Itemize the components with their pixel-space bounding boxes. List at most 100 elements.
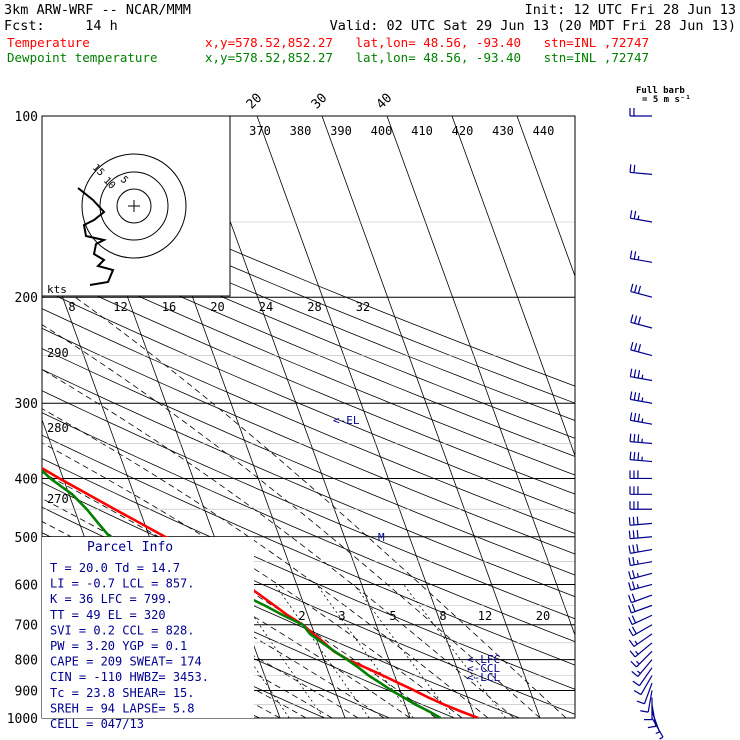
wind-barb-flag [633,413,637,422]
mixing-ratio-line [274,584,370,718]
parcel-info-row: SVI = 0.2 CCL = 828. [50,623,195,637]
wind-barb-flag [628,628,634,637]
wind-barb-flag [628,557,631,566]
wind-barb-flag [632,544,635,553]
parcel-info-row: K = 36 LFC = 799. [50,592,173,606]
pressure-label: 1000 [7,712,38,727]
wind-barb [629,501,652,510]
wind-barb-halfflag [636,584,639,589]
pressure-label: 800 [15,654,38,669]
wind-barb-flag [637,285,642,294]
wind-barb-shaft [637,659,653,677]
hodograph-ring [81,153,187,259]
wind-barb-shaft [630,459,653,463]
wind-barb-shaft [651,711,661,733]
pressure-label: 100 [15,110,38,125]
wind-barb-flag [631,626,637,635]
theta-label: 420 [452,124,474,138]
isotherm [386,116,575,637]
wind-barb-flag [647,725,656,729]
wind-barb [629,470,652,480]
wind-barb [630,314,653,329]
parcel-info-row: T = 20.0 Td = 14.7 [50,561,180,575]
hodograph-speed-label: 12 [113,300,127,314]
wind-barb-flag [631,593,636,602]
temperature-tick-label: 40 [374,91,396,113]
wind-barb-flag [632,556,635,565]
hodograph-speed-label: 16 [162,300,176,314]
theta-label: 370 [249,124,271,138]
parcel-info-row: CELL = 047/13 [50,717,144,731]
moist-adiabat [42,472,437,718]
theta-e-label: 290 [47,346,69,360]
wind-barb [651,711,661,734]
forecast-hour: Fcst: 14 h [4,18,118,34]
wind-barb-shaft [630,376,653,382]
wind-barb-shaft [634,642,653,658]
wind-barb-flag [629,250,633,259]
parcel-info-row: TT = 49 EL = 320 [50,608,166,622]
theta-label: 390 [330,124,352,138]
wind-barb-flag [637,370,641,379]
pressure-label: 900 [15,684,38,699]
wind-barb [629,642,653,658]
wind-barb [629,250,653,263]
wind-barb-halfflag [655,731,660,734]
hodograph-speed-label: 8 [68,300,75,314]
wind-barb [628,581,653,591]
barb-legend-line2: = 5 m s⁻¹ [642,95,691,105]
wind-barb-flag [629,164,632,173]
theta-label: 430 [492,124,514,138]
wind-barb-flag [631,603,636,612]
isotherm [451,116,575,457]
wind-barb-flag [632,530,635,539]
el-marker: <-EL [333,414,360,427]
wind-barb-flag [629,650,636,658]
wind-barb [628,556,653,567]
wind-barb [629,210,653,223]
wind-barb [629,486,652,495]
wind-barb [628,543,653,554]
wind-barb-shaft [633,633,653,648]
wind-barb-shaft [631,614,653,626]
wind-barb-flag [637,413,641,422]
wind-barb-flag [636,516,639,525]
wind-barb-halfflag [637,255,640,260]
wind-barb [633,675,653,696]
wind-barb-flag [633,690,642,696]
wind-barb-shaft [630,522,653,526]
wind-barb-flag [637,316,642,325]
parcel-info-row: Tc = 23.8 SHEAR= 15. [50,686,195,700]
wind-barb-flag [628,594,632,603]
wind-barb-flag [637,452,640,461]
wind-barb-flag [628,617,633,625]
theta-label: 410 [411,124,433,138]
mixing-ratio-label: 5 [389,609,396,623]
wind-barb [629,164,653,175]
wind-barb-flag [633,369,637,378]
wind-barb [628,593,653,604]
wind-barb-flag [637,344,642,353]
wind-barb [629,433,653,445]
isotherm [256,116,476,718]
wind-barb [629,368,653,382]
wind-barb-flag [628,530,631,539]
isotherm [321,116,541,718]
dewpoint-legend: Dewpoint temperature [7,50,158,65]
wind-barb [647,704,657,729]
wind-barb-shaft [630,419,653,425]
wind-barb-flag [629,368,633,377]
temperature-tick-label: 30 [309,91,331,113]
wind-barb [630,341,653,357]
theta-label: 380 [290,124,312,138]
wind-barb [629,412,653,425]
ccl-marker: <-CCL [467,662,500,675]
wind-barb-shaft [631,594,653,604]
wind-barb-flag [636,700,645,705]
dewpoint-station-info: x,y=578.52,852.27 lat,lon= 48.56, -93.40… [205,50,649,65]
theta-e-label: 280 [47,421,69,435]
wind-barb-flag [633,343,638,352]
wind-barb-flag [631,615,637,624]
mixing-ratio-label: 2 [298,609,305,623]
